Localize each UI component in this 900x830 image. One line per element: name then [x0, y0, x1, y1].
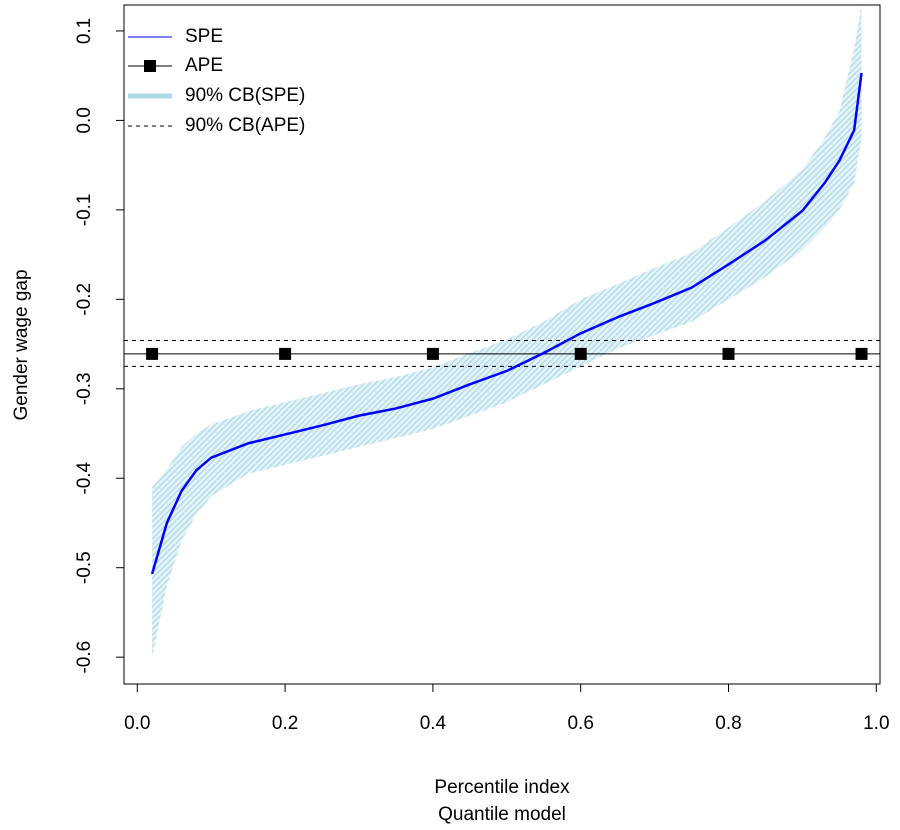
x-tick-label: 0.6: [567, 713, 593, 734]
legend-label: 90% CB(SPE): [185, 85, 305, 106]
legend-item: SPE: [128, 26, 223, 47]
y-tick-label: -0.5: [74, 551, 95, 584]
y-tick-label: -0.4: [74, 461, 95, 494]
legend-label: 90% CB(APE): [185, 115, 305, 136]
y-tick-label: 0.1: [74, 18, 95, 44]
ape-point: [146, 347, 159, 360]
y-axis-label: Gender wage gap: [11, 269, 32, 420]
ape-point: [722, 347, 735, 360]
y-tick-label: 0.0: [74, 107, 95, 133]
y-tick-label: -0.1: [74, 193, 95, 226]
x-tick-label: 1.0: [863, 713, 889, 734]
x-tick-label: 0.0: [124, 713, 150, 734]
legend-label: SPE: [185, 26, 223, 47]
legend-marker: [144, 60, 156, 72]
ape-point: [279, 347, 292, 360]
ape-point: [426, 347, 439, 360]
legend-item: 90% CB(APE): [128, 115, 305, 136]
legend-item: APE: [128, 55, 223, 76]
ape-point: [574, 347, 587, 360]
plot-area: [124, 5, 880, 658]
x-axis-label: Percentile index: [434, 777, 570, 798]
subtitle: Quantile model: [438, 804, 566, 825]
legend-item: 90% CB(SPE): [128, 85, 305, 106]
y-tick-label: -0.6: [74, 641, 95, 674]
plot-frame: [123, 4, 881, 685]
x-tick-label: 0.8: [715, 713, 741, 734]
y-tick-label: -0.3: [74, 372, 95, 405]
ape-point: [855, 347, 868, 360]
x-tick-label: 0.2: [272, 713, 298, 734]
x-tick-label: 0.4: [420, 713, 447, 734]
legend-label: APE: [185, 55, 223, 76]
spe-line: [150, 72, 863, 575]
y-tick-label: -0.2: [74, 283, 95, 316]
